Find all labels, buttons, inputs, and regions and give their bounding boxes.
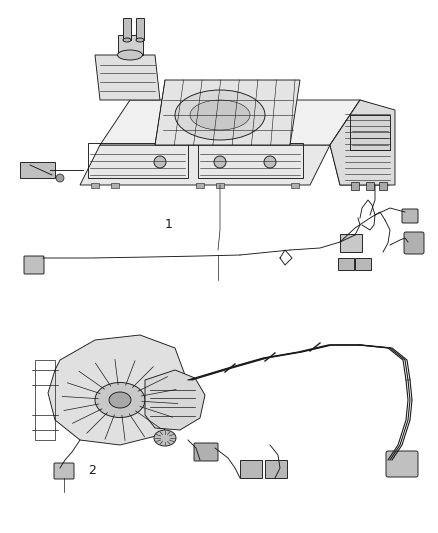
Ellipse shape xyxy=(123,38,131,42)
Ellipse shape xyxy=(109,392,131,408)
Ellipse shape xyxy=(136,38,144,42)
Ellipse shape xyxy=(95,383,145,417)
FancyBboxPatch shape xyxy=(24,256,44,274)
FancyBboxPatch shape xyxy=(402,209,418,223)
FancyBboxPatch shape xyxy=(404,232,424,254)
Bar xyxy=(355,258,371,270)
Bar xyxy=(265,460,287,478)
Bar xyxy=(198,143,303,178)
Bar xyxy=(136,18,144,40)
Polygon shape xyxy=(48,335,185,445)
Bar xyxy=(351,182,359,190)
Ellipse shape xyxy=(175,90,265,140)
Bar xyxy=(123,18,131,40)
Polygon shape xyxy=(95,55,160,100)
Bar xyxy=(196,183,204,188)
Polygon shape xyxy=(155,80,300,145)
Circle shape xyxy=(264,156,276,168)
FancyBboxPatch shape xyxy=(54,463,74,479)
Bar xyxy=(20,162,55,178)
Bar xyxy=(216,183,224,188)
Circle shape xyxy=(154,156,166,168)
FancyBboxPatch shape xyxy=(386,451,418,477)
Bar xyxy=(118,35,143,55)
Polygon shape xyxy=(100,100,360,145)
Bar xyxy=(88,143,188,178)
Circle shape xyxy=(56,174,64,182)
Bar xyxy=(111,183,119,188)
Ellipse shape xyxy=(190,100,250,130)
FancyBboxPatch shape xyxy=(194,443,218,461)
Bar xyxy=(91,183,99,188)
Bar xyxy=(240,460,262,478)
Ellipse shape xyxy=(117,50,142,60)
Bar xyxy=(350,115,390,150)
Polygon shape xyxy=(80,145,330,185)
Polygon shape xyxy=(145,370,205,430)
Bar xyxy=(340,234,362,252)
Polygon shape xyxy=(330,100,395,185)
Bar xyxy=(338,258,354,270)
Text: 1: 1 xyxy=(165,219,173,231)
Bar xyxy=(291,183,299,188)
Text: 2: 2 xyxy=(88,464,96,477)
Bar xyxy=(366,182,374,190)
Ellipse shape xyxy=(154,430,176,446)
Bar xyxy=(379,182,387,190)
Polygon shape xyxy=(330,100,390,185)
Circle shape xyxy=(214,156,226,168)
